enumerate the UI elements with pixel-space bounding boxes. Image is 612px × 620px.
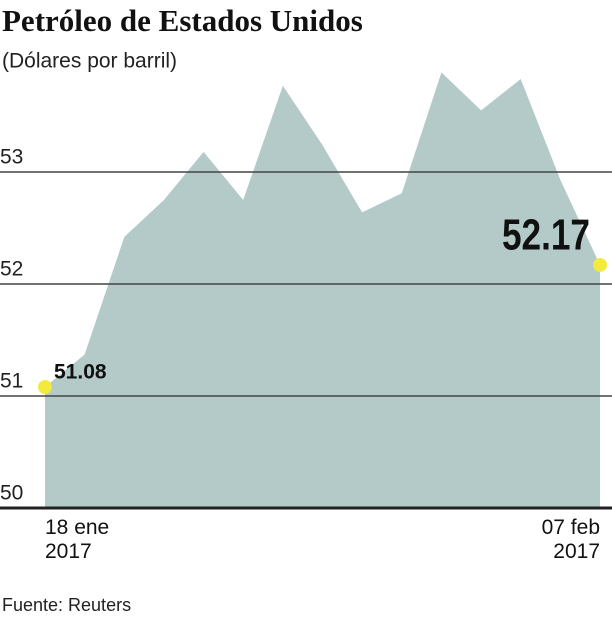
point-marker — [593, 257, 607, 272]
chart-title: Petróleo de Estados Unidos — [2, 3, 363, 38]
y-tick-label: 53 — [0, 146, 23, 169]
area — [45, 72, 600, 508]
point-marker — [38, 380, 52, 395]
y-tick-label: 52 — [0, 258, 23, 281]
chart-subtitle: (Dólares por barril) — [2, 50, 177, 73]
value-label: 52.17 — [502, 211, 590, 260]
source: Fuente: Reuters — [2, 595, 131, 615]
y-tick-label: 50 — [0, 482, 23, 505]
value-label: 51.08 — [54, 361, 107, 384]
y-tick-label: 51 — [0, 370, 23, 393]
x-tick-label: 18 ene 2017 — [45, 516, 110, 563]
x-tick-label: 07 feb 2017 — [541, 516, 600, 563]
